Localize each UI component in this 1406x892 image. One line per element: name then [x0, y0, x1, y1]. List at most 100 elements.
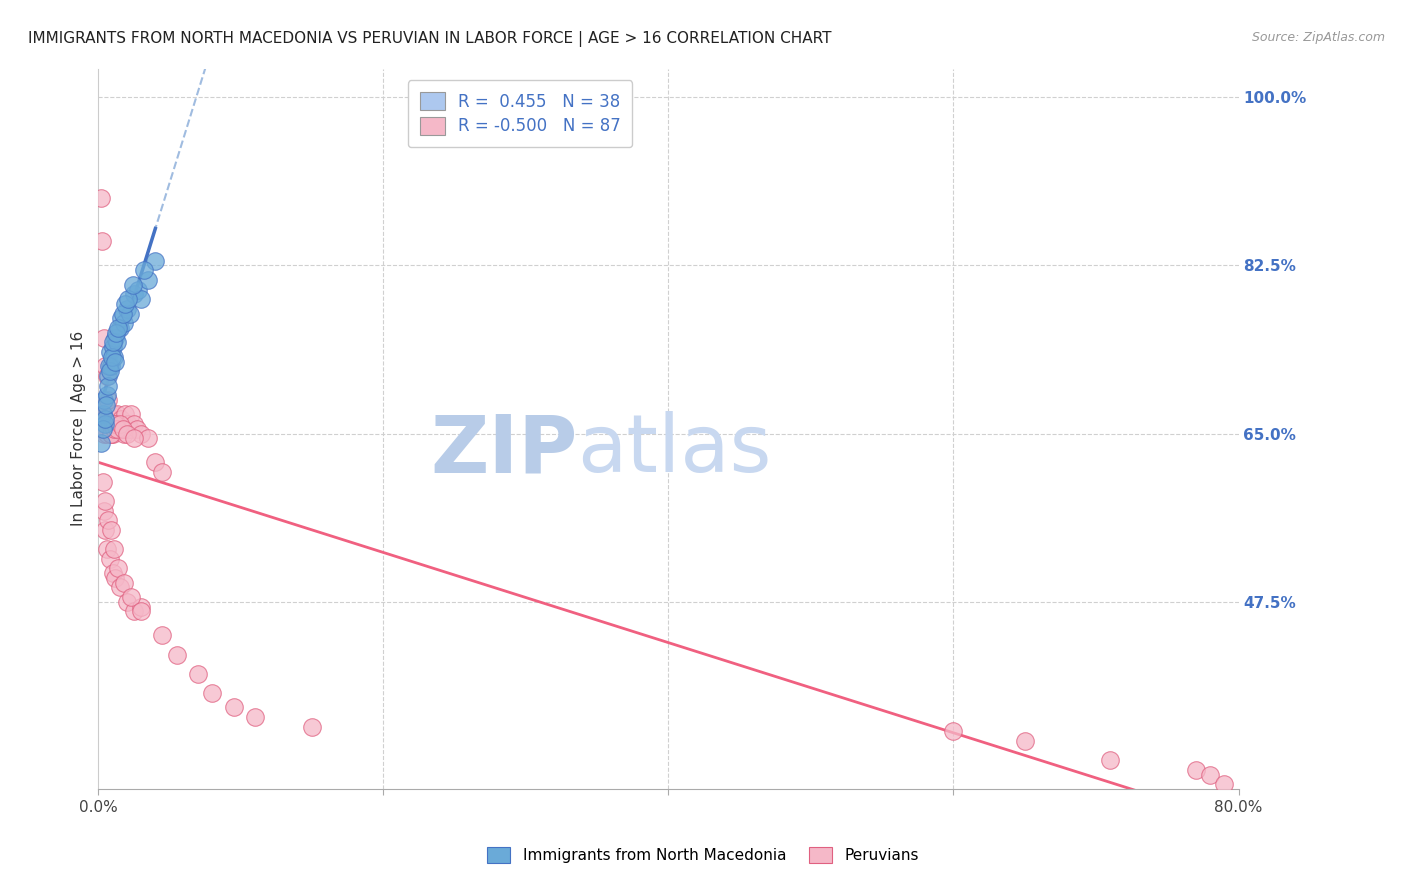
Point	[101, 412, 124, 426]
Point	[103, 417, 125, 431]
Point	[91, 412, 114, 426]
Point	[301, 720, 323, 734]
Point	[103, 350, 125, 364]
Point	[91, 422, 114, 436]
Point	[100, 408, 122, 422]
Point	[94, 412, 117, 426]
Point	[101, 566, 124, 580]
Point	[90, 191, 112, 205]
Text: ZIP: ZIP	[430, 411, 578, 490]
Point	[112, 426, 135, 441]
Y-axis label: In Labor Force | Age > 16: In Labor Force | Age > 16	[72, 331, 87, 526]
Point	[122, 417, 145, 431]
Point	[117, 417, 139, 431]
Point	[118, 422, 141, 436]
Point	[243, 710, 266, 724]
Point	[129, 426, 152, 441]
Point	[101, 340, 124, 354]
Point	[127, 283, 149, 297]
Point	[101, 408, 124, 422]
Point	[222, 700, 245, 714]
Point	[91, 422, 114, 436]
Point	[96, 388, 118, 402]
Point	[89, 402, 111, 417]
Point	[104, 354, 127, 368]
Point	[97, 378, 120, 392]
Point	[97, 513, 120, 527]
Point	[114, 297, 136, 311]
Point	[98, 417, 121, 431]
Text: IMMIGRANTS FROM NORTH MACEDONIA VS PERUVIAN IN LABOR FORCE | AGE > 16 CORRELATIO: IMMIGRANTS FROM NORTH MACEDONIA VS PERUV…	[28, 31, 831, 47]
Point	[103, 422, 125, 436]
Point	[129, 604, 152, 618]
Point	[107, 417, 129, 431]
Point	[94, 494, 117, 508]
Point	[105, 422, 128, 436]
Point	[112, 316, 135, 330]
Point	[94, 422, 117, 436]
Legend: R =  0.455   N = 38, R = -0.500   N = 87: R = 0.455 N = 38, R = -0.500 N = 87	[408, 80, 633, 147]
Point	[105, 408, 128, 422]
Point	[98, 551, 121, 566]
Point	[107, 561, 129, 575]
Point	[104, 422, 127, 436]
Point	[96, 417, 118, 431]
Text: Source: ZipAtlas.com: Source: ZipAtlas.com	[1251, 31, 1385, 45]
Point	[122, 432, 145, 446]
Point	[93, 330, 115, 344]
Point	[111, 422, 134, 436]
Point	[1014, 734, 1036, 748]
Point	[98, 422, 121, 436]
Point	[91, 422, 114, 436]
Point	[100, 364, 122, 378]
Point	[125, 422, 148, 436]
Point	[96, 426, 118, 441]
Point	[96, 369, 118, 384]
Point	[122, 604, 145, 618]
Point	[96, 398, 118, 412]
Point	[112, 575, 135, 590]
Point	[94, 417, 117, 431]
Point	[101, 417, 124, 431]
Point	[129, 599, 152, 614]
Text: atlas: atlas	[578, 411, 772, 490]
Point	[201, 686, 224, 700]
Point	[115, 422, 138, 436]
Point	[104, 417, 127, 431]
Point	[93, 426, 115, 441]
Point	[94, 417, 117, 431]
Point	[90, 235, 112, 249]
Point	[121, 277, 143, 292]
Point	[108, 321, 131, 335]
Point	[187, 666, 209, 681]
Point	[104, 330, 127, 344]
Point	[91, 408, 114, 422]
Point	[93, 503, 115, 517]
Point	[98, 359, 121, 374]
Point	[105, 326, 128, 340]
Point	[100, 426, 122, 441]
Point	[118, 306, 141, 320]
Point	[103, 335, 125, 350]
Point	[115, 595, 138, 609]
Point	[1199, 768, 1222, 782]
Point	[136, 432, 159, 446]
Point	[942, 724, 965, 739]
Point	[97, 392, 120, 407]
Point	[120, 408, 142, 422]
Point	[100, 359, 122, 374]
Point	[120, 590, 142, 604]
Point	[1213, 777, 1236, 791]
Point	[96, 541, 118, 556]
Point	[90, 436, 112, 450]
Point	[136, 273, 159, 287]
Point	[111, 422, 134, 436]
Point	[110, 412, 132, 426]
Point	[108, 580, 131, 594]
Point	[89, 417, 111, 431]
Point	[143, 455, 166, 469]
Point	[132, 263, 155, 277]
Point	[98, 417, 121, 431]
Point	[101, 350, 124, 364]
Point	[91, 475, 114, 489]
